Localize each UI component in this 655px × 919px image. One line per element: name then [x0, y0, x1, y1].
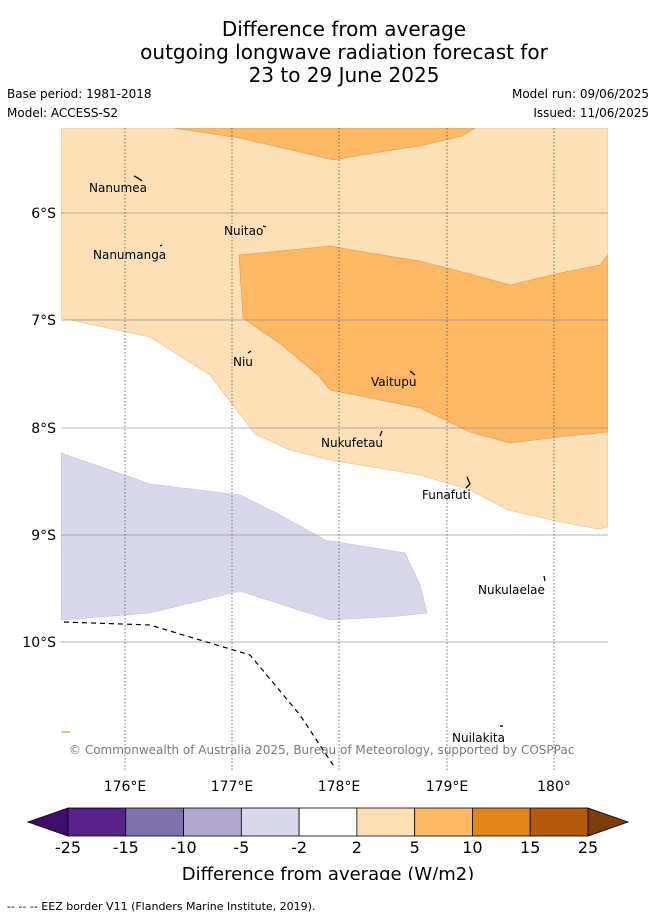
colorbar-tick-label: 2 [352, 838, 362, 857]
colorbar-tick-label: 10 [462, 838, 482, 857]
island-niu [247, 350, 252, 354]
colorbar-segment [472, 807, 531, 837]
place-label-nuilakita: Nuilakita [452, 731, 505, 745]
colorbar-tick-label: -10 [170, 838, 196, 857]
title-line-1: Difference from average [221, 17, 467, 41]
place-label-nukufetau: Nukufetau [321, 436, 383, 450]
longitude-labels: 176°E 177°E 178°E 179°E 180° [104, 779, 571, 795]
island-nukulaelae [543, 575, 546, 582]
colorbar-tick-label: 15 [520, 838, 540, 857]
lon-label-179e: 179°E [426, 779, 469, 795]
map-area: Nanumea Nuitao Nanumanga Niu Vaitupu Nuk… [61, 128, 608, 770]
contour-neg5-to-neg2 [61, 452, 428, 621]
island-nuitao [262, 225, 267, 228]
place-label-nanumanga: Nanumanga [93, 248, 166, 262]
colorbar-segment [529, 807, 589, 837]
colorbar-tick-label: -2 [291, 838, 307, 857]
colorbar-segment [356, 807, 416, 837]
contour-5-to-10-central [238, 245, 608, 444]
colorbar-segment [67, 807, 127, 837]
lat-label-7s: 7°S [31, 313, 56, 329]
issued-date: Issued: 11/06/2025 [533, 106, 649, 120]
islands [61, 175, 546, 733]
island-nukufetau [379, 430, 383, 437]
lon-label-176e: 176°E [104, 779, 147, 795]
eez-border [63, 621, 336, 769]
lat-label-10s: 10°S [22, 635, 56, 651]
latitude-labels: 6°S 7°S 8°S 9°S 10°S [22, 206, 56, 651]
title-line-3: 23 to 29 June 2025 [248, 63, 440, 87]
island-funafuti [465, 476, 471, 489]
colorbar-segment [240, 807, 300, 837]
colorbar-tick-label: 25 [578, 838, 598, 857]
model-name: Model: ACCESS-S2 [7, 106, 119, 120]
colorbar-arrow-high [587, 807, 630, 837]
contour-5-to-10-north [172, 128, 476, 161]
model-run: Model run: 09/06/2025 [511, 87, 649, 101]
lat-label-9s: 9°S [31, 528, 56, 544]
lon-label-180: 180° [537, 779, 571, 795]
colorbar-segment [414, 807, 473, 837]
colorbar-arrow-low [26, 807, 69, 837]
island-nanumanga [159, 244, 163, 247]
colorbar: -25 -15 -10 -5 -2 2 5 10 15 25 [26, 807, 630, 857]
island-nanumea [133, 175, 143, 182]
grid-lines [61, 212, 608, 643]
lat-label-8s: 8°S [31, 421, 56, 437]
chart-title: Difference from average outgoing longwav… [0, 18, 655, 87]
colorbar-segment [298, 807, 358, 837]
colorbar-tick-label: -15 [113, 838, 139, 857]
colorbar-segment [125, 807, 184, 837]
colorbar-tick-label: -25 [55, 838, 81, 857]
place-label-funafuti: Funafuti [422, 488, 471, 502]
place-label-nukulaelae: Nukulaelae [478, 583, 545, 597]
lat-label-6s: 6°S [31, 206, 56, 222]
place-label-nanumea: Nanumea [89, 181, 147, 195]
colorbar-segment [183, 807, 242, 837]
lon-label-178e: 178°E [318, 779, 361, 795]
colorbar-tick-label: 5 [410, 838, 420, 857]
island-vaitupu [409, 370, 416, 376]
copyright-notice: © Commonwealth of Australia 2025, Bureau… [69, 743, 574, 757]
lon-label-177e: 177°E [211, 779, 254, 795]
map-figure: Nanumea Nuitao Nanumanga Niu Vaitupu Nuk… [22, 128, 630, 880]
title-line-2: outgoing longwave radiation forecast for [140, 40, 548, 64]
place-label-niu: Niu [233, 355, 253, 369]
eez-footnote: -- -- -- EEZ border V11 (Flanders Marine… [7, 900, 316, 913]
place-label-nuitao: Nuitao [224, 224, 263, 238]
base-period: Base period: 1981-2018 [7, 87, 152, 101]
colorbar-label: Difference from average (W/m2) [182, 864, 474, 880]
place-label-vaitupu: Vaitupu [371, 375, 417, 389]
colorbar-tick-label: -5 [233, 838, 249, 857]
